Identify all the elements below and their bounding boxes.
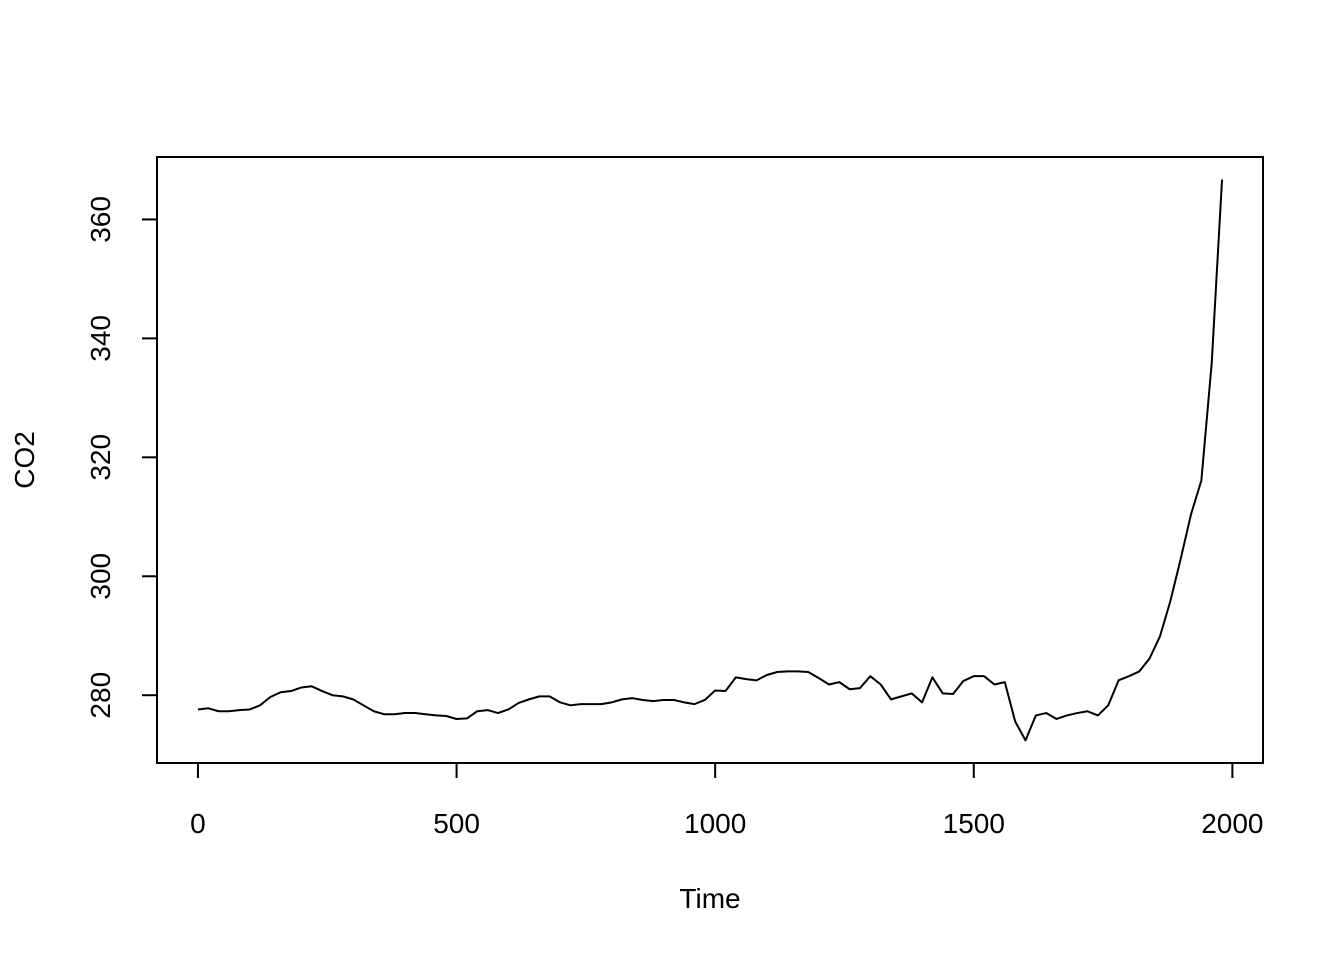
y-tick-label: 320 [85, 434, 116, 481]
y-tick-label: 340 [85, 315, 116, 362]
x-tick-label: 1000 [684, 808, 746, 839]
x-tick-label: 2000 [1201, 808, 1263, 839]
plot-box [156, 156, 1264, 764]
y-tick-label: 360 [85, 196, 116, 243]
x-tick-label: 0 [190, 808, 206, 839]
y-axis-label: CO2 [9, 431, 40, 489]
y-tick-label: 300 [85, 553, 116, 600]
data-line [197, 179, 1224, 742]
x-axis-label: Time [679, 883, 740, 914]
x-tick-label: 1500 [943, 808, 1005, 839]
x-tick-label: 500 [433, 808, 480, 839]
y-tick-label: 280 [85, 672, 116, 719]
